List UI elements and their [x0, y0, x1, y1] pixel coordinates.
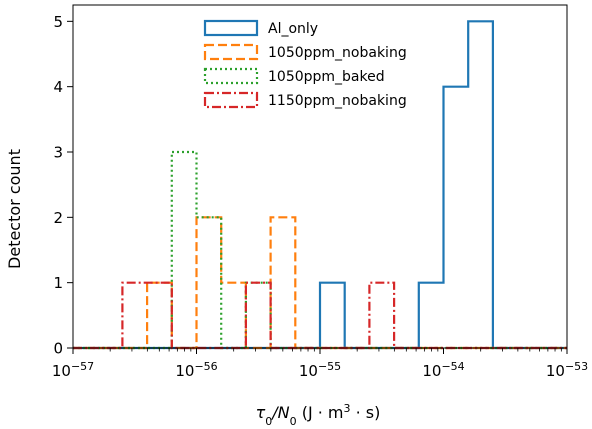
x-tick-base: 10: [175, 362, 194, 380]
y-tick-label: 0: [53, 340, 63, 358]
x-axis-label: τ0/N0 (J · m3 · s): [256, 402, 381, 428]
y-axis-ticks: 0 1 2 3 4 5: [53, 13, 73, 358]
x-axis-ticks: 10−57 10−56 10−55 10−54 10−53: [52, 348, 588, 380]
legend-swatch-al-only: [203, 19, 259, 37]
x-tick-exponent: −55: [318, 360, 341, 373]
legend-swatch-1150ppm-nobaking: [203, 91, 259, 109]
series-line-1050ppm-baked: [73, 150, 567, 350]
x-tick-base: 10: [546, 362, 565, 380]
x-axis-label-sup: 3: [344, 402, 351, 415]
x-tick-base: 10: [422, 362, 441, 380]
x-tick-label: 10−56: [175, 360, 217, 381]
x-tick-exponent: −54: [441, 360, 464, 373]
x-tick-base: 10: [299, 362, 318, 380]
y-tick-label: 5: [53, 13, 63, 31]
x-tick-label: 10−57: [52, 360, 94, 381]
y-tick-label: 2: [53, 209, 63, 227]
x-axis-label-units-end: · s): [351, 403, 381, 422]
legend-label-1050ppm-nobaking: 1050ppm_nobaking: [268, 45, 407, 61]
x-tick-exponent: −53: [565, 360, 588, 373]
x-tick-exponent: −57: [71, 360, 94, 373]
x-axis-label-tau: τ: [256, 403, 266, 422]
legend-label-1050ppm-baked: 1050ppm_baked: [268, 69, 385, 85]
y-tick-label: 4: [53, 78, 63, 96]
x-tick-label: 10−53: [546, 360, 588, 381]
x-axis-label-units: (J · m: [297, 403, 344, 422]
x-tick-base: 10: [52, 362, 71, 380]
x-axis-label-sub-1: 0: [265, 415, 272, 428]
y-tick-label: 1: [53, 274, 63, 292]
x-axis-label-sub-2: 0: [290, 415, 297, 428]
y-axis-label: Detector count: [5, 149, 24, 269]
x-axis-label-n: /N: [270, 403, 289, 422]
x-tick-exponent: −56: [194, 360, 217, 373]
x-tick-label: 10−54: [422, 360, 464, 381]
legend: Al_only 1050ppm_nobaking 1050ppm_baked 1150…: [203, 19, 407, 109]
legend-swatch-1050ppm-nobaking: [203, 43, 259, 61]
x-tick-label: 10−55: [299, 360, 341, 381]
legend-label-1150ppm-nobaking: 1150ppm_nobaking: [268, 93, 407, 109]
y-tick-label: 3: [53, 144, 63, 162]
legend-swatch-1050ppm-baked: [203, 67, 259, 85]
legend-label-al-only: Al_only: [268, 21, 318, 37]
